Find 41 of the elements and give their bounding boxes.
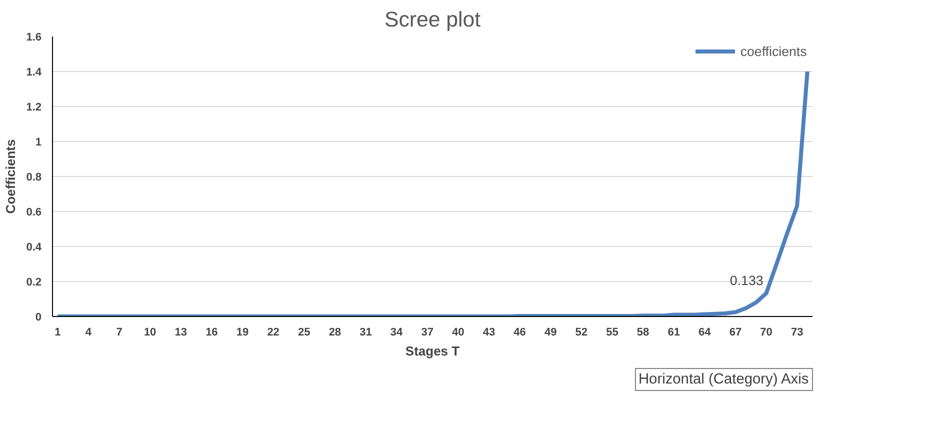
x-tick-label: 55 [606,326,618,338]
annotation: 0.133 [730,273,764,288]
x-tick-label: 25 [298,326,310,338]
x-tick-label: 70 [760,326,772,338]
x-axis-title: Stages T [405,344,460,358]
y-tick-label: 0 [35,312,42,324]
x-tick-label: 64 [698,326,712,338]
y-tick-label: 1 [35,136,42,148]
y-tick-label: 0.2 [26,276,42,288]
x-tick-label: 40 [452,326,464,338]
x-tick-label: 52 [575,326,588,338]
x-tick-label: 1 [54,326,61,338]
x-tick-label: 13 [174,326,188,338]
y-axis-title: Coefficients [3,139,18,214]
y-tick-label: 1.6 [26,32,42,44]
x-tick-label: 37 [421,326,434,338]
text: Horizontal (Category) Axis [638,372,809,388]
x-tick-label: 61 [668,326,680,338]
y-tick-label: 0.6 [26,206,42,218]
y-tick-label: 0.8 [26,172,42,184]
x-tick-label: 19 [236,326,249,338]
x-tick-label: 73 [790,326,804,338]
y-tick-label: 0.4 [26,242,42,254]
x-tick-label: 7 [116,326,122,338]
y-tick-label: 1.4 [26,66,42,78]
x-tick-label: 16 [206,326,218,338]
x-tick-label: 49 [544,326,557,338]
x-tick-label: 67 [729,326,742,338]
chart-title: Scree plot [384,8,481,32]
x-tick-label: 43 [482,326,496,338]
x-tick-label: 46 [514,326,526,338]
x-tick-label: 34 [390,326,404,338]
x-tick-label: 10 [144,326,156,338]
line-series [56,70,810,316]
x-tick-label: 4 [85,326,92,338]
legend-label: coefficients [740,44,808,58]
x-tick-label: 58 [636,326,650,338]
x-tick-label: 22 [267,326,280,338]
x-tick-label: 31 [360,326,372,338]
y-tick-label: 1.2 [26,102,42,114]
x-tick-label: 28 [328,326,342,338]
